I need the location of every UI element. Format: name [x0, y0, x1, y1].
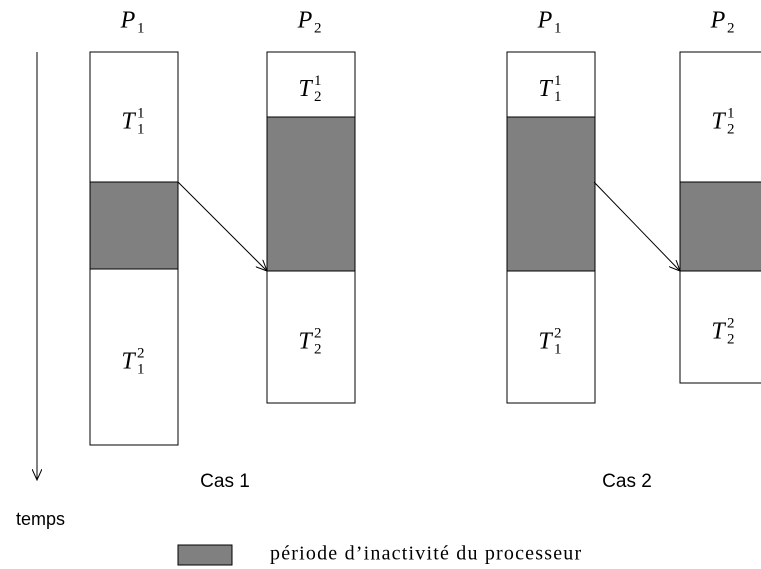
label-base: T — [298, 76, 313, 102]
idle-period — [506, 116, 596, 272]
task-box — [89, 268, 179, 446]
label-base: P — [120, 8, 136, 34]
label-sub: 2 — [314, 20, 322, 36]
task-box — [506, 270, 596, 404]
label-base: T — [711, 319, 726, 345]
label-sub: 2 — [727, 121, 735, 137]
label-sub: 1 — [554, 89, 562, 105]
label-sub: 1 — [554, 341, 562, 357]
task-box — [679, 270, 761, 384]
legend-swatch — [177, 544, 233, 566]
label-sup: 2 — [554, 325, 562, 341]
label-base: T — [121, 349, 136, 375]
label-base: P — [710, 8, 726, 34]
label-sub: 1 — [554, 20, 562, 36]
case-label: Cas 1 — [200, 471, 250, 492]
idle-period — [266, 116, 356, 272]
label-base: T — [121, 109, 136, 135]
label-base: P — [297, 8, 313, 34]
time-label: temps — [16, 509, 65, 529]
label-base: T — [538, 329, 553, 355]
label-sup: 1 — [137, 105, 145, 121]
label-sup: 2 — [727, 315, 735, 331]
label-base: T — [711, 109, 726, 135]
label-base: T — [298, 329, 313, 355]
task-box — [506, 51, 596, 118]
case-label: Cas 2 — [602, 471, 652, 492]
task-box — [266, 270, 356, 404]
label-sub: 1 — [137, 121, 145, 137]
message-arrow — [593, 181, 680, 271]
label-sub: 2 — [314, 89, 322, 105]
label-sub: 2 — [314, 341, 322, 357]
label-sup: 1 — [727, 105, 735, 121]
label-sup: 2 — [137, 345, 145, 361]
task-box — [679, 51, 761, 183]
label-sup: 1 — [314, 73, 322, 89]
label-sub: 2 — [727, 20, 735, 36]
label-sub: 2 — [727, 331, 735, 347]
label-base: P — [537, 8, 553, 34]
label-sub: 1 — [137, 20, 145, 36]
label-sup: 1 — [554, 73, 562, 89]
label-sub: 1 — [137, 361, 145, 377]
legend-text: période d’inactivité du processeur — [270, 543, 582, 565]
message-arrow — [177, 181, 267, 271]
idle-period — [679, 181, 761, 272]
label-sup: 2 — [314, 325, 322, 341]
idle-period — [89, 181, 179, 270]
label-base: T — [538, 76, 553, 102]
